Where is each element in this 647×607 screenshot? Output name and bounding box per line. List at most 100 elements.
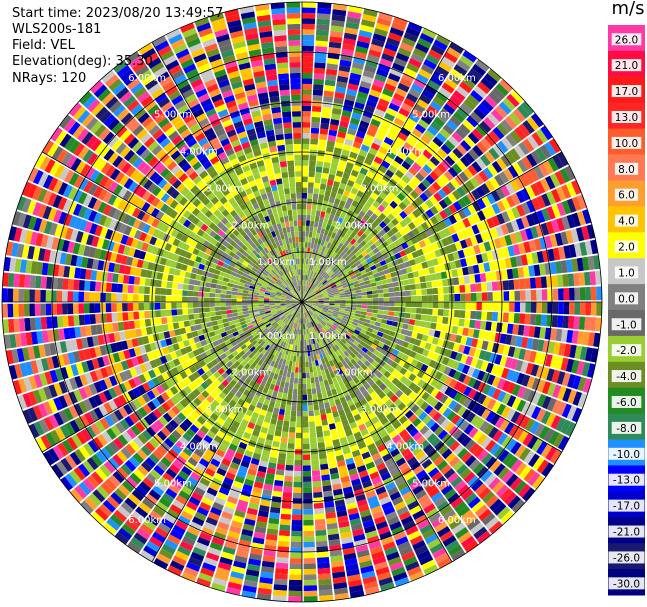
range-gate bbox=[267, 365, 274, 372]
range-gate bbox=[333, 147, 343, 155]
range-gate bbox=[156, 445, 167, 457]
range-gate bbox=[346, 228, 353, 236]
range-gate bbox=[391, 369, 400, 377]
range-gate bbox=[133, 436, 144, 448]
range-gate bbox=[211, 399, 220, 408]
range-gate bbox=[369, 89, 381, 98]
range-gate bbox=[321, 419, 329, 426]
range-gate bbox=[111, 303, 117, 312]
range-gate bbox=[553, 433, 565, 448]
range-gate bbox=[509, 148, 521, 162]
range-gate bbox=[471, 128, 484, 141]
range-gate bbox=[326, 248, 332, 255]
range-gate bbox=[351, 302, 357, 305]
range-gate bbox=[382, 314, 389, 320]
range-gate bbox=[394, 291, 401, 297]
range-gate bbox=[345, 563, 359, 572]
range-gate bbox=[372, 510, 385, 520]
range-gate bbox=[374, 561, 388, 571]
range-gate bbox=[246, 563, 261, 572]
range-gate bbox=[263, 416, 271, 424]
range-gate bbox=[242, 431, 252, 440]
range-gate bbox=[318, 139, 327, 146]
range-gate bbox=[311, 306, 317, 310]
range-gate bbox=[372, 298, 379, 302]
range-gate bbox=[29, 317, 37, 331]
range-gate bbox=[342, 486, 353, 494]
range-gate bbox=[237, 544, 250, 553]
range-gate bbox=[326, 451, 335, 459]
range-gate bbox=[364, 318, 371, 324]
range-gate bbox=[311, 253, 315, 260]
range-gate bbox=[340, 115, 351, 123]
range-gate bbox=[271, 329, 277, 335]
range-gate bbox=[237, 357, 245, 364]
range-gate bbox=[336, 282, 342, 287]
range-gate bbox=[371, 329, 379, 335]
range-gate bbox=[205, 386, 214, 395]
range-gate bbox=[216, 319, 223, 325]
range-gate bbox=[213, 379, 221, 387]
range-gate bbox=[412, 218, 421, 228]
range-gate bbox=[451, 163, 463, 175]
range-gate bbox=[239, 534, 253, 543]
range-gate bbox=[541, 208, 551, 222]
range-gate bbox=[418, 326, 425, 334]
range-gate bbox=[303, 590, 318, 597]
range-gate bbox=[73, 315, 80, 326]
range-gate bbox=[540, 314, 548, 327]
range-gate bbox=[586, 224, 596, 239]
range-gate bbox=[332, 358, 338, 365]
range-gate bbox=[305, 356, 309, 362]
range-gate bbox=[333, 290, 339, 294]
range-gate bbox=[417, 379, 426, 388]
range-gate bbox=[312, 398, 319, 405]
range-gate bbox=[229, 371, 237, 380]
range-gate bbox=[235, 428, 245, 437]
range-gate bbox=[385, 204, 394, 213]
range-gate bbox=[337, 379, 345, 387]
range-gate bbox=[182, 296, 188, 302]
range-gate bbox=[331, 251, 337, 258]
range-gate bbox=[297, 328, 300, 335]
range-gate bbox=[385, 324, 392, 331]
range-gate bbox=[219, 556, 233, 566]
range-gate bbox=[340, 359, 347, 366]
range-gate bbox=[325, 275, 331, 280]
range-gate bbox=[457, 209, 467, 220]
range-gate bbox=[343, 313, 350, 317]
range-gate bbox=[428, 512, 442, 524]
range-gate bbox=[392, 420, 402, 430]
range-gate bbox=[348, 174, 357, 183]
range-gate bbox=[419, 32, 435, 44]
range-gate bbox=[334, 141, 344, 149]
range-gate bbox=[476, 530, 491, 544]
range-gate bbox=[366, 152, 376, 161]
range-gate bbox=[389, 491, 402, 501]
range-gate bbox=[463, 98, 476, 111]
range-gate bbox=[416, 295, 422, 302]
range-gate bbox=[293, 476, 302, 482]
range-gate bbox=[376, 284, 383, 290]
range-gate bbox=[444, 349, 453, 358]
range-gate bbox=[419, 524, 433, 535]
range-gate bbox=[303, 514, 314, 521]
range-gate bbox=[288, 388, 293, 395]
range-gate bbox=[261, 368, 268, 375]
range-gate bbox=[306, 305, 311, 310]
range-gate bbox=[361, 180, 370, 189]
range-gate bbox=[367, 466, 378, 475]
range-gate bbox=[516, 399, 527, 413]
range-gate bbox=[465, 256, 473, 266]
range-gate bbox=[362, 70, 375, 79]
range-gate bbox=[359, 350, 366, 357]
range-gate bbox=[340, 531, 352, 539]
range-gate bbox=[136, 448, 148, 461]
range-gate bbox=[427, 295, 433, 302]
range-gate bbox=[318, 584, 333, 591]
range-gate bbox=[416, 333, 424, 341]
range-gate bbox=[296, 421, 302, 428]
range-gate bbox=[235, 504, 247, 513]
range-gate bbox=[357, 366, 365, 374]
range-gate bbox=[340, 304, 346, 307]
